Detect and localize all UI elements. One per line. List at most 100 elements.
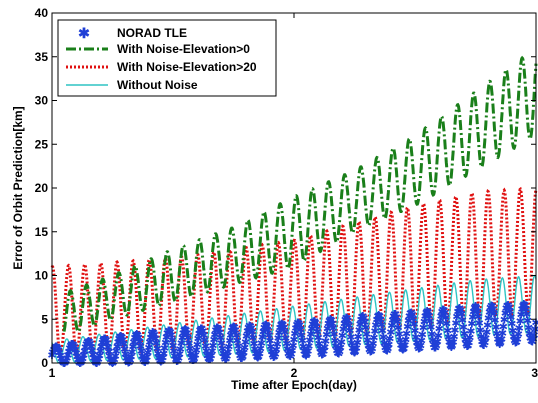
data-point-star-icon: ✱ <box>280 327 289 339</box>
data-point-star-icon: ✱ <box>279 323 288 335</box>
data-point-star-icon: ✱ <box>291 323 300 335</box>
data-point-star-icon: ✱ <box>512 337 521 349</box>
data-point-star-icon: ✱ <box>442 319 451 331</box>
data-point-star-icon: ✱ <box>153 349 162 361</box>
data-point-star-icon: ✱ <box>139 355 148 367</box>
data-point-star-icon: ✱ <box>141 355 150 367</box>
data-point-star-icon: ✱ <box>152 338 161 350</box>
legend-marker-star-icon: ✱ <box>78 25 90 41</box>
data-point-star-icon: ✱ <box>436 311 445 323</box>
data-point-star-icon: ✱ <box>234 346 243 358</box>
data-point-star-icon: ✱ <box>369 333 378 345</box>
data-point-star-icon: ✱ <box>504 302 513 314</box>
data-point-star-icon: ✱ <box>517 304 526 316</box>
data-point-star-icon: ✱ <box>331 341 340 353</box>
data-point-star-icon: ✱ <box>176 344 185 356</box>
data-point-star-icon: ✱ <box>502 303 511 315</box>
data-point-star-icon: ✱ <box>356 314 365 326</box>
data-point-star-icon: ✱ <box>465 332 474 344</box>
data-point-star-icon: ✱ <box>295 320 304 332</box>
data-point-star-icon: ✱ <box>480 338 489 350</box>
data-point-star-icon: ✱ <box>120 344 129 356</box>
data-point-star-icon: ✱ <box>311 318 320 330</box>
data-point-star-icon: ✱ <box>117 332 126 344</box>
data-point-star-icon: ✱ <box>319 346 328 358</box>
data-point-star-icon: ✱ <box>408 310 417 322</box>
data-point-star-icon: ✱ <box>99 335 108 347</box>
data-point-star-icon: ✱ <box>170 351 179 363</box>
data-point-star-icon: ✱ <box>231 325 240 337</box>
data-point-star-icon: ✱ <box>450 325 459 337</box>
data-point-star-icon: ✱ <box>209 335 218 347</box>
data-point-star-icon: ✱ <box>408 314 417 326</box>
data-point-star-icon: ✱ <box>395 329 404 341</box>
data-point-star-icon: ✱ <box>180 325 189 337</box>
data-point-star-icon: ✱ <box>212 323 221 335</box>
data-point-star-icon: ✱ <box>477 337 486 349</box>
data-point-star-icon: ✱ <box>204 354 213 366</box>
data-point-star-icon: ✱ <box>446 341 455 353</box>
data-point-star-icon: ✱ <box>513 334 522 346</box>
data-point-star-icon: ✱ <box>168 341 177 353</box>
data-point-star-icon: ✱ <box>123 356 132 368</box>
data-point-star-icon: ✱ <box>353 338 362 350</box>
data-point-star-icon: ✱ <box>448 341 457 353</box>
data-point-star-icon: ✱ <box>388 315 397 327</box>
data-point-star-icon: ✱ <box>100 333 109 345</box>
data-point-star-icon: ✱ <box>476 325 485 337</box>
x-axis-label: Time after Epoch(day) <box>231 378 357 392</box>
data-point-star-icon: ✱ <box>175 349 184 361</box>
x-tick-label: 1 <box>49 366 56 380</box>
data-point-star-icon: ✱ <box>438 305 447 317</box>
data-point-star-icon: ✱ <box>219 349 228 361</box>
data-point-star-icon: ✱ <box>197 324 206 336</box>
data-point-star-icon: ✱ <box>429 340 438 352</box>
data-point-star-icon: ✱ <box>449 337 458 349</box>
data-point-star-icon: ✱ <box>192 345 201 357</box>
data-point-star-icon: ✱ <box>522 309 531 321</box>
y-tick-label: 10 <box>35 269 49 283</box>
data-point-star-icon: ✱ <box>364 341 373 353</box>
data-point-star-icon: ✱ <box>221 354 230 366</box>
data-point-star-icon: ✱ <box>440 308 449 320</box>
data-point-star-icon: ✱ <box>354 332 363 344</box>
data-point-star-icon: ✱ <box>457 309 466 321</box>
data-point-star-icon: ✱ <box>103 342 112 354</box>
data-point-star-icon: ✱ <box>317 349 326 361</box>
data-point-star-icon: ✱ <box>530 324 538 336</box>
data-point-star-icon: ✱ <box>257 338 266 350</box>
data-point-star-icon: ✱ <box>304 341 313 353</box>
data-point-star-icon: ✱ <box>372 315 381 327</box>
data-point-star-icon: ✱ <box>456 305 465 317</box>
data-point-star-icon: ✱ <box>505 306 514 318</box>
data-point-star-icon: ✱ <box>186 349 195 361</box>
legend: ✱ NORAD TLE With Noise-Elevation>0 With … <box>57 19 277 97</box>
data-point-star-icon: ✱ <box>393 316 402 328</box>
data-point-star-icon: ✱ <box>435 324 444 336</box>
data-point-star-icon: ✱ <box>330 335 339 347</box>
data-point-star-icon: ✱ <box>378 326 387 338</box>
data-point-star-icon: ✱ <box>75 358 84 370</box>
data-point-star-icon: ✱ <box>230 322 239 334</box>
data-point-star-icon: ✱ <box>441 312 450 324</box>
data-point-star-icon: ✱ <box>310 316 319 328</box>
data-point-star-icon: ✱ <box>323 324 332 336</box>
data-point-star-icon: ✱ <box>292 319 301 331</box>
data-point-star-icon: ✱ <box>78 353 87 365</box>
data-point-star-icon: ✱ <box>391 309 400 321</box>
data-point-star-icon: ✱ <box>360 317 369 329</box>
legend-box <box>57 19 277 97</box>
data-point-star-icon: ✱ <box>106 355 115 367</box>
data-point-star-icon: ✱ <box>498 328 507 340</box>
data-point-star-icon: ✱ <box>150 330 159 342</box>
data-point-star-icon: ✱ <box>324 319 333 331</box>
data-point-star-icon: ✱ <box>340 319 349 331</box>
data-point-star-icon: ✱ <box>316 348 325 360</box>
data-point-star-icon: ✱ <box>157 356 166 368</box>
data-point-star-icon: ✱ <box>226 330 235 342</box>
data-point-star-icon: ✱ <box>86 342 95 354</box>
y-tick-label: 15 <box>35 225 49 239</box>
data-point-star-icon: ✱ <box>529 334 538 346</box>
data-point-star-icon: ✱ <box>508 325 517 337</box>
data-point-star-icon: ✱ <box>275 323 284 335</box>
